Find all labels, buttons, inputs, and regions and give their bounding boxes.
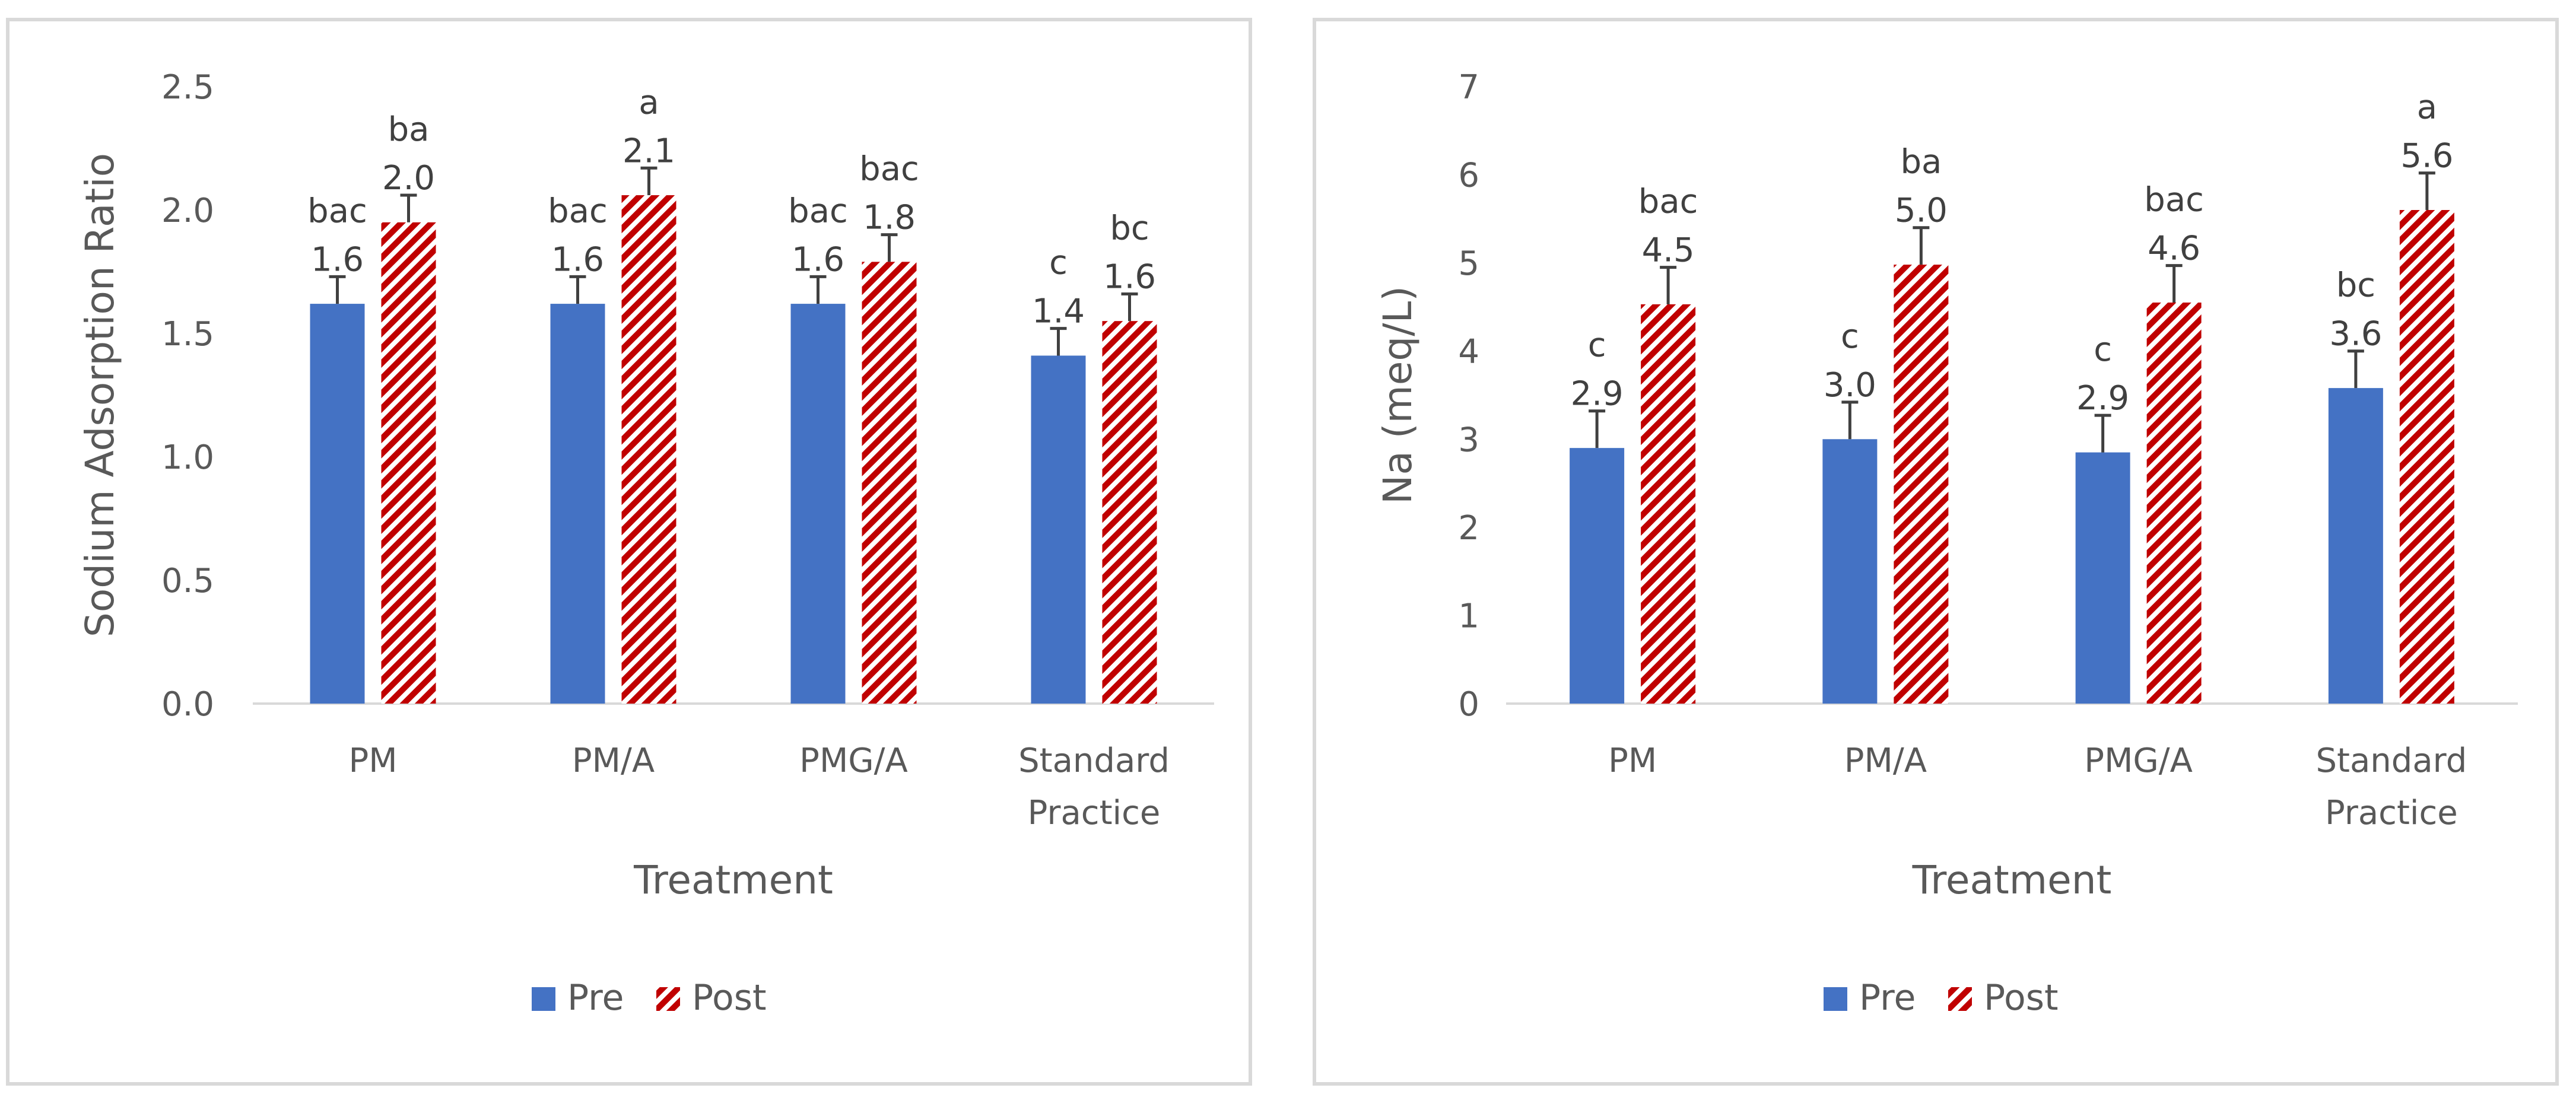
y-tick-label: 1 [1458, 597, 1479, 635]
significance-label: c [1841, 317, 1859, 356]
bar-post [381, 222, 436, 704]
data-value-label: 2.9 [2076, 379, 2129, 418]
data-value-label: 2.9 [1571, 375, 1624, 413]
significance-label: bac [859, 150, 919, 189]
bar-pre [1822, 439, 1878, 704]
bar-pre [2328, 388, 2383, 704]
x-category-label: PM/A [572, 742, 655, 780]
legend: Pre Post [1824, 977, 2059, 1019]
data-value-label: 2.0 [382, 159, 435, 198]
x-category-label: PM/A [1844, 742, 1927, 780]
bar-pre [2075, 452, 2130, 704]
bar-post [1641, 304, 1696, 704]
bar-pre [1570, 448, 1625, 704]
significance-label: bc [2336, 266, 2375, 305]
bar-post [2399, 210, 2454, 704]
x-category-label: Standard [1018, 742, 1170, 780]
significance-label: bac [307, 192, 367, 230]
data-value-label: 2.1 [622, 132, 675, 170]
bar-post [621, 195, 676, 704]
legend-label-post: Post [1984, 977, 2059, 1019]
y-tick-label: 5 [1458, 244, 1479, 283]
y-axis-title: Na (meq/L) [1375, 286, 1421, 504]
significance-label: c [2094, 330, 2112, 369]
data-value-label: 3.0 [1824, 366, 1876, 405]
chart-panel-sar: 0.0 0.5 1.0 1.5 2.0 2.5 1.6 bac 2.0 ba PM 1.6 bac 2.1… [6, 18, 1252, 1086]
bar-post [1102, 321, 1157, 704]
y-tick-label: 1.5 [161, 315, 214, 354]
data-value-label: 5.6 [2400, 137, 2453, 176]
chart-panel-na: 0 1 2 3 4 5 6 7 2.9 c 4.5 bac PM 3.0 c 5.0 ba PM/A 2.9 c 4.6… [1313, 18, 2559, 1086]
bar-pre [310, 304, 365, 704]
y-tick-label: 3 [1458, 421, 1479, 459]
significance-label: ba [1900, 143, 1942, 182]
data-value-label: 4.5 [1642, 231, 1695, 270]
legend-label-pre: Pre [567, 977, 624, 1019]
y-tick-label: 2 [1458, 509, 1479, 548]
na-bar-chart: 0 1 2 3 4 5 6 7 2.9 c 4.5 bac PM 3.0 c 5.0 ba PM/A 2.9 c 4.6… [1375, 68, 2518, 1019]
y-tick-label: 0.0 [161, 685, 214, 724]
data-value-label: 1.6 [1103, 257, 1156, 296]
x-category-label: Practice [2325, 794, 2458, 832]
legend-swatch-post [656, 987, 680, 1011]
bar-post [862, 262, 917, 704]
legend-label-pre: Pre [1859, 977, 1916, 1019]
significance-label: a [639, 83, 659, 122]
x-category-label: PM [1608, 742, 1657, 780]
significance-label: a [2417, 88, 2437, 127]
bar-post [2146, 303, 2202, 704]
bar-pre [550, 304, 605, 704]
significance-label: bac [788, 192, 848, 230]
significance-label: bac [548, 192, 608, 230]
legend-swatch-pre [1824, 987, 1847, 1011]
bar-post [1894, 265, 1949, 704]
significance-label: c [1049, 244, 1068, 282]
y-axis-title: Sodium Adsorption Ratio [77, 153, 123, 637]
y-tick-label: 2.0 [161, 192, 214, 230]
data-value-label: 5.0 [1895, 192, 1948, 230]
y-tick-label: 6 [1458, 157, 1479, 195]
x-category-label: PMG/A [799, 742, 908, 780]
data-value-label: 1.8 [863, 199, 916, 237]
significance-label: bac [2144, 181, 2204, 220]
y-tick-label: 1.0 [161, 438, 214, 477]
x-axis-title: Treatment [633, 857, 833, 903]
significance-label: bac [1638, 183, 1698, 221]
y-tick-label: 0 [1458, 685, 1479, 724]
bar-pre [790, 304, 846, 704]
data-value-label: 1.6 [311, 240, 364, 279]
legend-swatch-pre [532, 987, 555, 1011]
x-category-label: PM [348, 742, 397, 780]
data-value-label: 1.6 [551, 240, 604, 279]
x-category-label: PMG/A [2084, 742, 2193, 780]
data-value-label: 1.6 [792, 240, 844, 279]
legend-label-post: Post [692, 977, 767, 1019]
significance-label: c [1588, 326, 1606, 365]
x-category-label: Standard [2315, 742, 2467, 780]
significance-label: ba [388, 110, 430, 149]
bar-pre [1031, 355, 1086, 704]
y-tick-label: 0.5 [161, 562, 214, 600]
x-axis-title: Treatment [1912, 857, 2112, 903]
y-tick-label: 2.5 [161, 68, 214, 107]
significance-label: bc [1110, 209, 1149, 247]
y-tick-label: 7 [1458, 68, 1479, 107]
sar-bar-chart: 0.0 0.5 1.0 1.5 2.0 2.5 1.6 bac 2.0 ba PM 1.6 bac 2.1… [77, 68, 1214, 1019]
y-tick-label: 4 [1458, 333, 1479, 371]
data-value-label: 4.6 [2148, 230, 2200, 268]
data-value-label: 3.6 [2329, 315, 2382, 354]
legend: Pre Post [532, 977, 767, 1019]
legend-swatch-post [1948, 987, 1972, 1011]
data-value-label: 1.4 [1032, 292, 1085, 331]
x-category-label: Practice [1028, 794, 1161, 832]
